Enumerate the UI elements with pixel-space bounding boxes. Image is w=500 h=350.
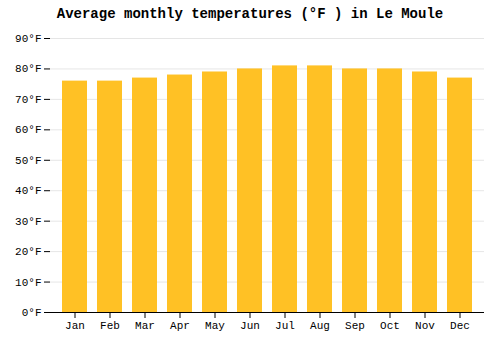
svg-text:90°F: 90°F [15,33,41,45]
svg-text:Oct: Oct [380,320,400,332]
svg-text:Feb: Feb [100,320,120,332]
svg-text:Apr: Apr [170,320,190,332]
svg-text:May: May [205,320,225,332]
svg-text:10°F: 10°F [15,277,41,289]
svg-text:Jan: Jan [65,320,85,332]
svg-text:Dec: Dec [450,320,470,332]
svg-text:70°F: 70°F [15,94,41,106]
svg-text:20°F: 20°F [15,246,41,258]
svg-text:Jun: Jun [240,320,260,332]
html-text:Average monthly temperatures (: Average monthly temperatures (°F ) in Le… [56,6,444,22]
svg-text:0°F: 0°F [22,307,42,319]
svg-text:Nov: Nov [415,320,435,332]
svg-text:40°F: 40°F [15,185,41,197]
svg-text:50°F: 50°F [15,155,41,167]
svg-text:Sep: Sep [345,320,365,332]
svg-text:60°F: 60°F [15,124,41,136]
svg-text:30°F: 30°F [15,216,41,228]
svg-text:Mar: Mar [135,320,155,332]
svg-text:Aug: Aug [310,320,330,332]
svg-text:80°F: 80°F [15,63,41,75]
svg-text:Jul: Jul [275,320,295,332]
